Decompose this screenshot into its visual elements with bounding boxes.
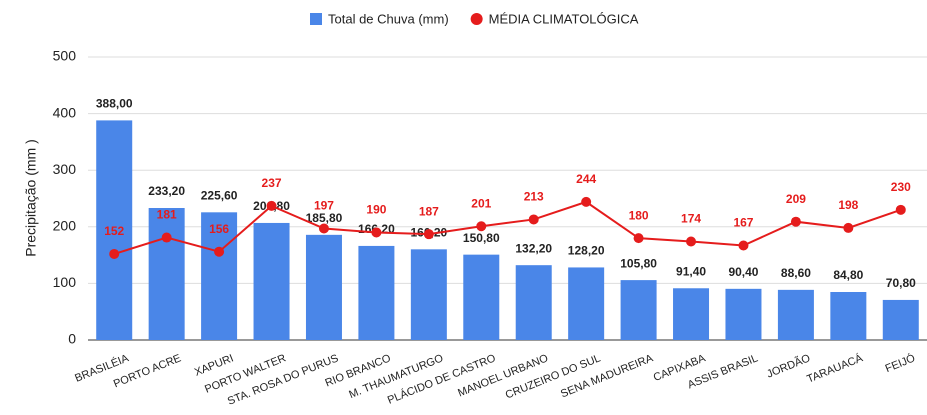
- bar: [673, 288, 710, 340]
- line-point: [790, 216, 801, 227]
- value-label: 233,20: [148, 184, 185, 198]
- bar: [568, 267, 605, 340]
- bar: [777, 289, 814, 340]
- line-point: [318, 223, 329, 234]
- line-point: [214, 246, 225, 257]
- line-point: [738, 240, 749, 251]
- value-label: 197: [314, 199, 334, 213]
- line-point: [895, 204, 906, 215]
- value-label: 201: [471, 196, 491, 210]
- x-tick-label: SENA MADUREIRA: [559, 352, 655, 400]
- value-label: 90,40: [728, 265, 758, 279]
- legend-label: Total de Chuva (mm): [328, 11, 449, 26]
- bar: [358, 245, 395, 340]
- value-label: 388,00: [96, 97, 133, 111]
- value-label: 91,40: [676, 264, 706, 278]
- y-tick-label: 400: [53, 104, 77, 120]
- value-label: 174: [681, 212, 701, 226]
- value-label: 132,20: [515, 241, 552, 255]
- value-label: 167: [733, 216, 753, 230]
- bar: [305, 234, 342, 340]
- legend-label: MÉDIA CLIMATOLÓGICA: [489, 11, 639, 26]
- line-point: [686, 236, 697, 247]
- line-point: [581, 196, 592, 207]
- value-label: 230: [891, 180, 911, 194]
- x-tick-label: MANOEL URBANO: [456, 352, 550, 399]
- value-label: 84,80: [833, 268, 863, 282]
- line-point: [266, 200, 277, 211]
- line-point: [371, 227, 382, 238]
- value-label: 185,80: [306, 211, 343, 225]
- bar: [253, 222, 290, 340]
- bar: [515, 265, 552, 340]
- value-label: 190: [366, 203, 386, 217]
- bar: [410, 249, 447, 340]
- y-tick-label: 200: [53, 218, 77, 234]
- value-label: 237: [262, 176, 282, 190]
- y-tick-label: 500: [53, 48, 77, 64]
- value-label: 152: [104, 224, 124, 238]
- y-tick-label: 100: [53, 274, 77, 290]
- line-point: [633, 233, 644, 244]
- line-point: [843, 222, 854, 233]
- value-label: 128,20: [568, 244, 605, 258]
- bar: [725, 288, 762, 340]
- line: [113, 200, 902, 255]
- value-label: 180: [629, 208, 649, 222]
- line-point: [476, 221, 487, 232]
- bar: [148, 208, 185, 340]
- value-label: 225,60: [201, 188, 238, 202]
- value-label: 198: [838, 198, 858, 212]
- line-point: [528, 214, 539, 225]
- bar: [830, 292, 867, 340]
- line-point: [161, 232, 172, 243]
- value-label: 105,80: [620, 256, 657, 270]
- bar: [463, 254, 500, 340]
- value-label: 181: [157, 208, 177, 222]
- y-tick-label: 300: [53, 161, 77, 177]
- bar: [882, 299, 919, 340]
- bar: [201, 212, 238, 340]
- bar: [620, 280, 657, 340]
- value-label: 156: [209, 222, 229, 236]
- value-label: 150,80: [463, 231, 500, 245]
- line-point: [423, 229, 434, 240]
- line-point: [109, 248, 120, 259]
- value-label: 209: [786, 192, 806, 206]
- value-label: 244: [576, 172, 596, 186]
- value-label: 213: [524, 190, 544, 204]
- legend-swatch: [470, 13, 483, 25]
- y-tick-label: 0: [68, 331, 76, 347]
- value-label: 187: [419, 204, 439, 218]
- bar: [96, 120, 133, 340]
- y-axis-title: Precipitação (mm ): [23, 139, 39, 256]
- x-tick-label: FEIJÓ: [883, 351, 917, 375]
- x-tick-label: TARAUACÁ: [805, 351, 865, 385]
- legend-swatch: [310, 13, 322, 25]
- value-label: 70,80: [886, 276, 916, 290]
- value-label: 88,60: [781, 266, 811, 280]
